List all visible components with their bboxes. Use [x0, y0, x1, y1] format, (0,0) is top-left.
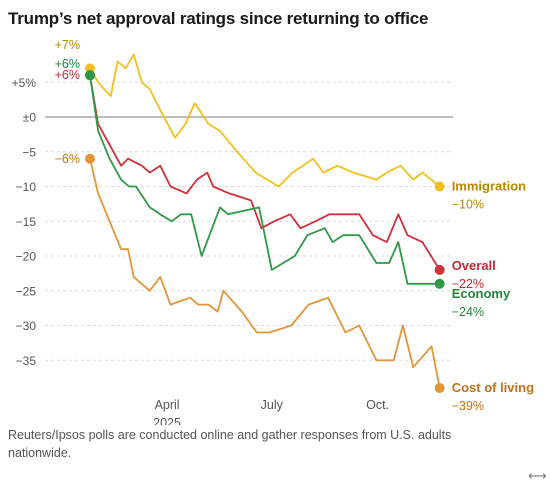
series-labels: +7% Immigration −10% +6% Overall −22% +6% Econo… [55, 38, 534, 413]
series-line-immigration [89, 53, 441, 188]
end-label-immigration: −10% [452, 198, 484, 212]
series-name-immigration: Immigration [452, 179, 526, 194]
series-name-overall: Overall [452, 258, 496, 273]
series-name-cost-of-living: Cost of living [452, 380, 534, 395]
y-tick-label: +5% [12, 76, 37, 90]
y-tick-label: −5 [22, 145, 36, 159]
start-label-overall: +6% [55, 68, 80, 82]
end-point-economy [434, 278, 445, 289]
y-tick-label: −15 [16, 215, 37, 229]
x-tick-label: July [261, 398, 284, 412]
end-point-overall [434, 264, 445, 275]
start-point-immigration [85, 63, 95, 74]
y-axis-ticks: +5% ±0 −5 −10 −15 −20 −25 −30 −35 [12, 76, 37, 368]
end-point-cost-of-living [434, 383, 445, 394]
series-line-economy [89, 74, 441, 285]
end-label-economy: −24% [452, 305, 484, 319]
gridlines [45, 81, 453, 361]
x-axis-ticks: April 2025 July Oct. [153, 398, 389, 425]
series-name-economy: Economy [452, 286, 511, 301]
start-label-economy: +6% [55, 57, 80, 71]
footnote: Reuters/Ipsos polls are conducted online… [8, 428, 452, 460]
series-lines [85, 53, 445, 394]
x-tick-sublabel: 2025 [153, 416, 181, 425]
x-tick-label: April [155, 398, 180, 412]
y-tick-label: −10 [16, 180, 37, 194]
end-point-immigration [434, 181, 445, 192]
end-label-cost-of-living: −39% [452, 399, 484, 413]
expand-icon[interactable]: ⟷ [528, 468, 547, 483]
chart-svg: +5% ±0 −5 −10 −15 −20 −25 −30 −35 April 2025 July O… [12, 38, 534, 425]
start-label-cost-of-living: −6% [55, 152, 80, 166]
chart-title: Trump’s net approval ratings since retur… [8, 9, 429, 28]
series-line-overall [89, 74, 441, 271]
end-label-overall: −22% [452, 277, 484, 291]
y-tick-label: ±0 [23, 111, 37, 125]
start-label-immigration: +7% [55, 38, 80, 52]
y-tick-label: −30 [16, 319, 37, 333]
y-tick-label: −25 [16, 284, 37, 298]
start-point-cost-of-living [85, 153, 95, 164]
y-tick-label: −35 [16, 354, 37, 368]
series-line-cost-of-living [89, 157, 441, 390]
y-tick-label: −20 [16, 250, 37, 264]
start-point-economy [85, 70, 95, 81]
x-tick-label: Oct. [366, 398, 389, 412]
